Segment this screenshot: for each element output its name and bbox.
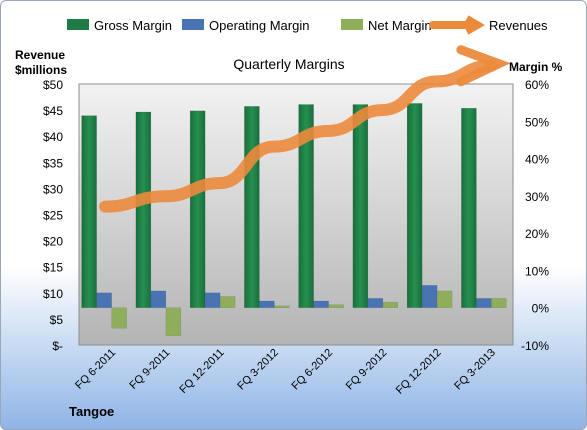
left-tick-label: $20 [43,235,63,249]
right-tick-label: 30% [525,190,549,204]
category-label: FQ 6-2011 [73,347,118,392]
revenue-line-layer [99,45,511,213]
bar-gross-margin [81,115,97,308]
bar-gross-margin [135,111,152,308]
left-axis-title-line1: Revenue [15,48,65,62]
left-tick-label: $30 [43,182,63,196]
bar-operating-margin [259,300,275,308]
right-tick-label: 20% [525,227,549,241]
bar-net-margin [491,298,507,308]
bar-net-margin [111,307,127,329]
company-label: Tangoe [69,404,114,419]
legend-arrowhead [465,15,485,35]
legend-label-net-margin: Net Margin [368,18,432,33]
bar-net-margin [165,307,182,336]
chart-title: Quarterly Margins [233,56,344,72]
right-tick-label: 10% [525,264,549,278]
category-label: FQ 3-2013 [452,347,498,393]
category-label: FQ 9-2011 [127,347,172,392]
bar-gross-margin [189,110,206,308]
right-tick-label: -10% [521,339,549,353]
legend-label-operating-margin: Operating Margin [209,18,309,33]
bar-gross-margin [461,107,477,308]
bar-net-margin [328,304,344,308]
left-tick-label: $35 [43,156,63,170]
left-tick-label: $50 [43,78,63,92]
category-label: FQ 9-2012 [344,347,390,393]
bar-net-margin [219,296,236,308]
legend-swatch-operating-margin [182,19,204,30]
bar-operating-margin [367,298,384,308]
category-label: FQ 6-2012 [290,347,336,393]
legend-swatch-net-margin [341,19,363,30]
right-axis-title: Margin % [509,60,563,74]
right-tick-label: 60% [525,78,549,92]
bar-operating-margin [150,290,167,308]
legend-swatch-gross-margin [67,19,89,30]
bar-operating-margin [421,285,438,308]
bar-operating-margin [96,292,112,308]
left-tick-label: $25 [43,209,63,223]
category-label: FQ 12-2012 [394,347,444,397]
left-tick-label: $15 [43,261,63,275]
bar-gross-margin [244,106,260,308]
left-axis-title-line2: $millions [15,63,67,77]
category-label: FQ 12-2011 [177,347,226,396]
bar-net-margin [274,305,290,308]
left-tick-label: $40 [43,130,63,144]
bar-net-margin [382,301,399,308]
legend-label-revenues: Revenues [489,18,548,33]
bar-operating-margin [313,300,329,308]
left-tick-label: $5 [50,313,64,327]
right-tick-label: 40% [525,153,549,167]
bar-operating-margin [476,298,492,308]
bar-net-margin [436,290,453,308]
legend: Gross Margin Operating Margin Net Margin Re… [67,15,548,35]
bar-gross-margin [352,104,369,308]
right-tick-label: 50% [525,115,549,129]
revenue-arrowhead [456,45,511,87]
legend-label-gross-margin: Gross Margin [94,18,172,33]
left-tick-label: $10 [43,287,63,301]
bar-operating-margin [204,292,221,308]
left-tick-label: $45 [43,104,63,118]
bar-gross-margin [298,104,314,308]
bar-gross-margin [406,103,423,308]
left-tick-label: $- [52,339,63,353]
category-label: FQ 3-2012 [235,347,281,393]
revenue-line [99,59,497,213]
right-tick-label: 0% [532,302,550,316]
